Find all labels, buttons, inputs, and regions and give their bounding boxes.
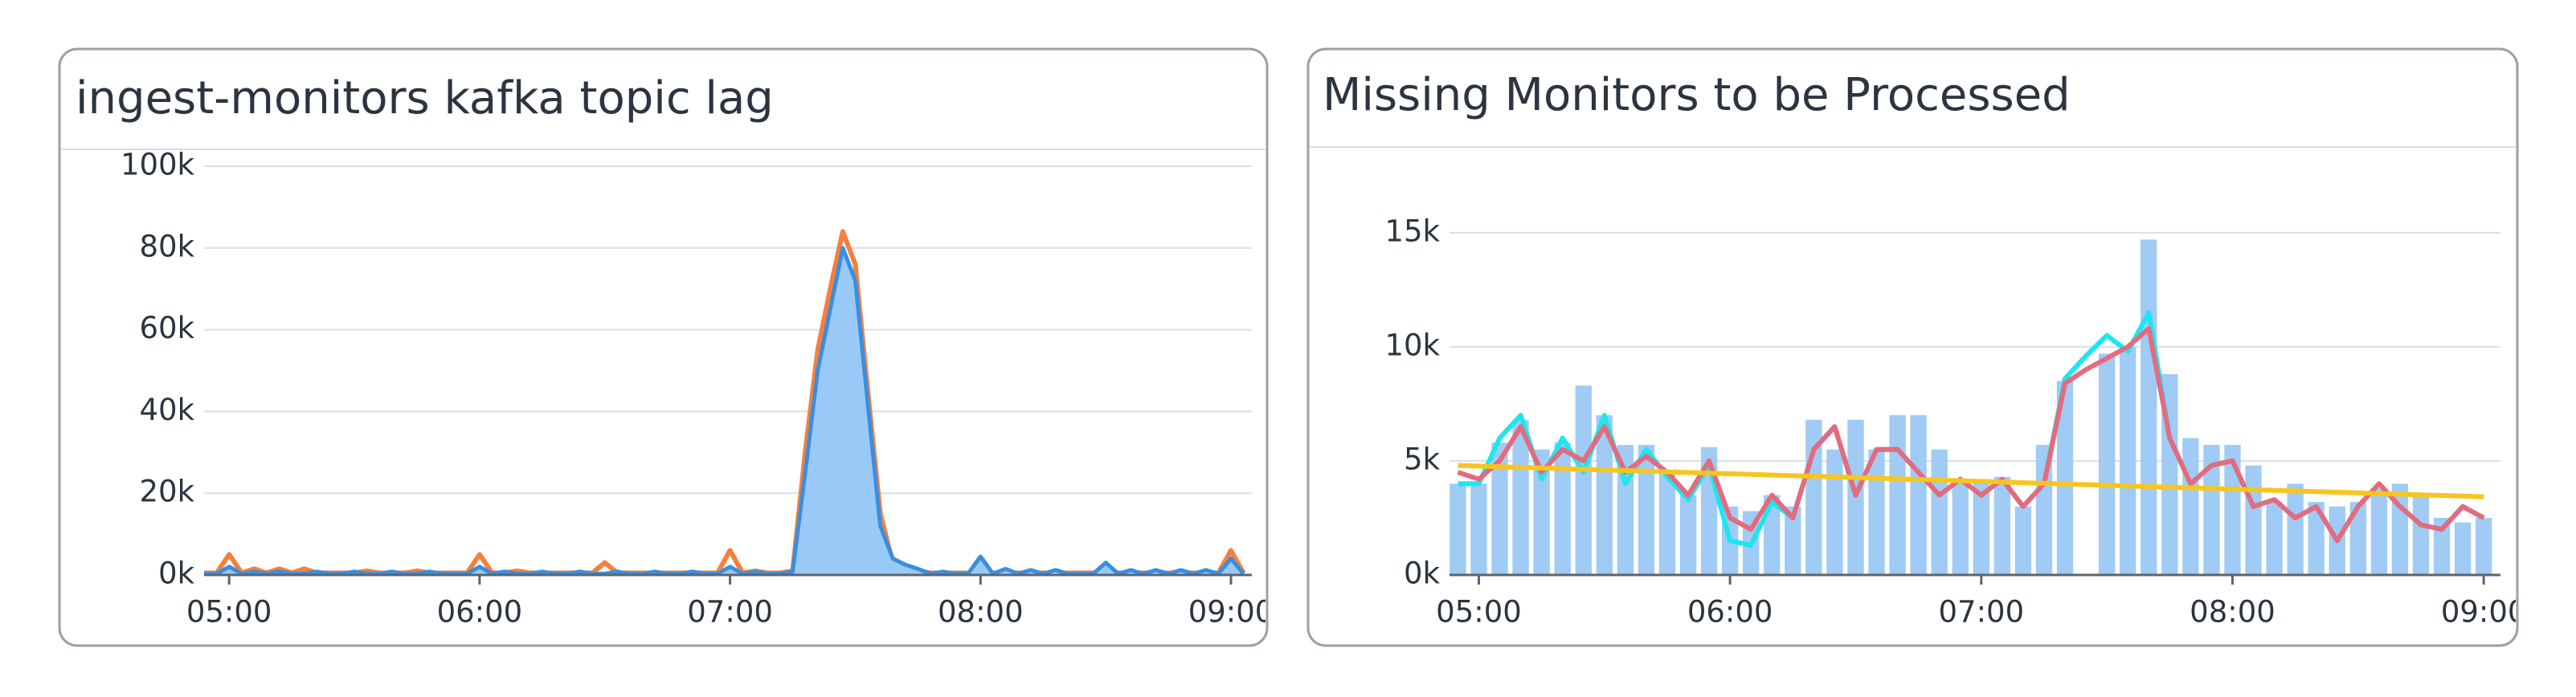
bar	[1638, 445, 1655, 575]
y-tick-label: 40k	[139, 393, 194, 427]
bar	[1533, 449, 1550, 575]
bar	[1931, 449, 1948, 575]
bar	[1658, 472, 1676, 575]
bar	[1910, 415, 1927, 575]
bar	[2182, 438, 2199, 575]
bar	[2266, 502, 2283, 575]
bar	[2224, 445, 2241, 575]
widget-title: ingest-monitors kafka topic lag	[76, 72, 774, 124]
bar	[1596, 415, 1613, 575]
bar	[2475, 517, 2492, 575]
y-tick-label: 10k	[1384, 328, 1440, 362]
widget: ingest-monitors kafka topic lag 0k 20k 40k…	[58, 47, 1274, 647]
x-tick-label: 08:00	[938, 595, 1024, 630]
bar	[1952, 479, 1969, 575]
x-tick-label: 08:00	[2190, 595, 2275, 630]
bar	[2308, 502, 2325, 575]
bar	[1973, 479, 1989, 575]
x-tick-label: 06:00	[437, 595, 523, 630]
bar	[1575, 385, 1592, 575]
bar	[2014, 506, 2032, 575]
bar	[1512, 419, 1529, 575]
bar	[2349, 502, 2366, 575]
bar	[2203, 445, 2220, 575]
bar	[1450, 483, 1466, 575]
x-tick-label: 05:00	[1436, 595, 1522, 630]
bar	[1554, 442, 1571, 575]
bar	[2287, 483, 2304, 575]
bar	[1826, 449, 1843, 575]
y-tick-label: 0k	[158, 556, 195, 591]
line	[1458, 463, 2484, 499]
bar	[2433, 517, 2451, 575]
x-tick-label: 06:00	[1687, 595, 1773, 630]
bar	[2056, 381, 2074, 575]
x-tick-label: 07:00	[1938, 595, 2024, 630]
widget: Missing Monitors to be Processed 0k 5k 10k…	[1306, 47, 2527, 647]
y-tick-label: 5k	[1404, 442, 1441, 476]
bar	[2391, 483, 2409, 575]
x-tick-label: 05:00	[186, 595, 272, 630]
bar	[1785, 506, 1801, 575]
plot: 0k 20k 40k 60k 80k 100k 05:00 06:00 07:00 08:00 09…	[121, 148, 1274, 630]
bar	[1868, 449, 1885, 575]
bar	[2370, 488, 2388, 575]
bar	[2035, 445, 2053, 575]
bar	[2454, 522, 2472, 575]
y-tick-label: 80k	[139, 229, 194, 263]
y-tick-label: 0k	[1404, 556, 1441, 591]
series-layer	[1450, 239, 2492, 575]
y-tick-label: 15k	[1384, 214, 1440, 248]
bar	[2120, 346, 2136, 575]
y-tick-label: 100k	[121, 148, 195, 182]
bar	[2098, 353, 2116, 575]
x-tick-label: 09:00	[2441, 595, 2527, 630]
y-tick-label: 20k	[139, 475, 194, 509]
plot: 0k 5k 10k 15k 05:00 06:00 07:00 08:00 09:00	[1384, 214, 2527, 630]
y-tick-label: 60k	[139, 311, 194, 345]
bar	[2412, 495, 2430, 575]
bar	[1889, 415, 1906, 575]
bar	[1470, 483, 1487, 575]
widget-frame	[58, 47, 1269, 647]
bar	[2245, 465, 2262, 575]
bar	[1491, 442, 1508, 575]
widget-title: Missing Monitors to be Processed	[1323, 69, 2071, 121]
x-tick-label: 09:00	[1188, 595, 1274, 630]
bar	[1993, 476, 2011, 575]
x-tick-label: 07:00	[687, 595, 773, 630]
bar	[1679, 495, 1697, 575]
bar	[2141, 239, 2157, 575]
